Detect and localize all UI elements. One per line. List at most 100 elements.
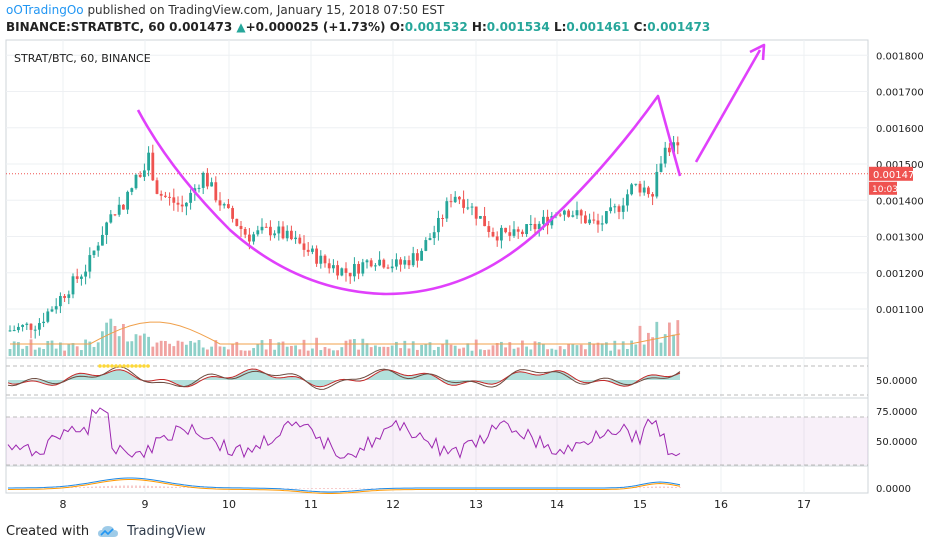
candle xyxy=(432,225,436,245)
candle-body xyxy=(285,230,289,239)
candle-body xyxy=(109,214,113,223)
candle xyxy=(588,213,591,225)
volume-bar xyxy=(676,320,680,356)
volume-bar xyxy=(420,344,423,356)
volume-bar xyxy=(626,349,629,356)
candle xyxy=(437,210,440,241)
candle xyxy=(449,193,453,208)
candle-body xyxy=(638,183,642,193)
candle xyxy=(96,242,100,257)
volume-bar xyxy=(479,349,482,356)
candle xyxy=(630,182,633,196)
volume-bar xyxy=(474,339,478,356)
volume-bar xyxy=(516,347,520,356)
candle-body xyxy=(361,262,365,274)
volume-bar xyxy=(214,340,218,356)
price-axis[interactable]: 0.001800 0.001700 0.001600 0.001500 0.001400… xyxy=(869,51,924,495)
candle xyxy=(420,248,423,261)
candle-body xyxy=(479,216,482,219)
candle xyxy=(210,177,213,187)
author-link[interactable]: oOTradingOo xyxy=(6,3,84,17)
candle-body xyxy=(323,255,327,264)
candle xyxy=(113,214,117,217)
price-chart[interactable]: 0.001800 0.001700 0.001600 0.001500 0.001400… xyxy=(0,0,932,520)
candle-body xyxy=(500,227,503,241)
candle-body xyxy=(290,230,293,240)
candle-body xyxy=(470,206,474,208)
candle-body xyxy=(260,226,264,231)
volume-bar xyxy=(634,344,638,356)
candle-body xyxy=(491,231,495,237)
candle-body xyxy=(298,237,302,244)
candle xyxy=(285,225,289,242)
last-price-tag xyxy=(869,166,913,181)
candle xyxy=(495,231,499,247)
volume-bar xyxy=(138,335,142,356)
candle xyxy=(424,237,428,252)
volume-bar xyxy=(155,342,159,356)
candle xyxy=(176,196,180,212)
candle-body xyxy=(71,276,75,295)
symbol-label: BINANCE:STRATBTC, 60 xyxy=(6,20,165,34)
candle xyxy=(504,227,507,234)
tradingview-cloud-icon xyxy=(98,525,119,537)
candle xyxy=(483,206,486,227)
candle xyxy=(663,141,667,168)
candle xyxy=(533,217,537,235)
candle xyxy=(231,205,234,223)
time-tick-label: 10 xyxy=(222,498,236,511)
candle-body xyxy=(159,193,163,196)
candle-body xyxy=(672,142,675,153)
ind1-dot xyxy=(142,364,146,368)
volume-bar xyxy=(269,339,272,356)
volume-bar xyxy=(374,345,377,356)
candle-body xyxy=(33,329,37,331)
candle xyxy=(458,196,461,205)
volume-bar xyxy=(432,350,436,356)
time-tick-label: 14 xyxy=(550,498,564,511)
candle xyxy=(12,325,16,332)
volume-bar xyxy=(126,341,129,356)
candle xyxy=(290,225,293,241)
candle-body xyxy=(164,195,167,197)
candle xyxy=(92,250,96,259)
candle xyxy=(88,247,92,279)
candle-body xyxy=(248,234,251,242)
volume-bar xyxy=(29,339,33,356)
volume-bar xyxy=(12,341,16,356)
countdown-label: 10:03 xyxy=(872,185,898,195)
tradingview-brand[interactable]: TradingView xyxy=(127,524,206,539)
candle-body xyxy=(340,268,344,276)
candle xyxy=(256,225,260,237)
volume-bar xyxy=(647,332,650,356)
candle xyxy=(243,226,247,239)
price-tick-label: 0.001800 xyxy=(876,51,924,62)
time-axis[interactable]: 8 9 10 11 12 13 14 15 16 17 xyxy=(60,498,812,511)
volume-bar xyxy=(596,342,600,356)
candle xyxy=(8,325,12,332)
volume-bar xyxy=(243,350,247,356)
candle-body xyxy=(306,249,310,252)
candle-body xyxy=(210,182,213,187)
low-value: 0.001461 xyxy=(566,20,630,34)
volume-bar xyxy=(437,346,440,356)
volume-bar xyxy=(159,340,163,356)
candle-body xyxy=(25,323,29,325)
volume-bar xyxy=(642,344,646,356)
candle xyxy=(596,213,600,233)
candle xyxy=(46,308,50,324)
candle-body xyxy=(466,207,470,209)
candle xyxy=(592,211,596,224)
volume-bar xyxy=(54,348,58,356)
candle xyxy=(521,229,524,237)
candle-body xyxy=(92,250,96,256)
high-value: 0.001534 xyxy=(486,20,550,34)
candle-body xyxy=(189,192,192,203)
volume-bar xyxy=(25,345,29,356)
volume-ma-line xyxy=(10,321,681,345)
high-label: H: xyxy=(471,20,487,34)
footer: Created with TradingView xyxy=(6,524,206,539)
candle-body xyxy=(113,214,117,216)
candle xyxy=(369,258,373,268)
candle-body xyxy=(122,204,125,210)
